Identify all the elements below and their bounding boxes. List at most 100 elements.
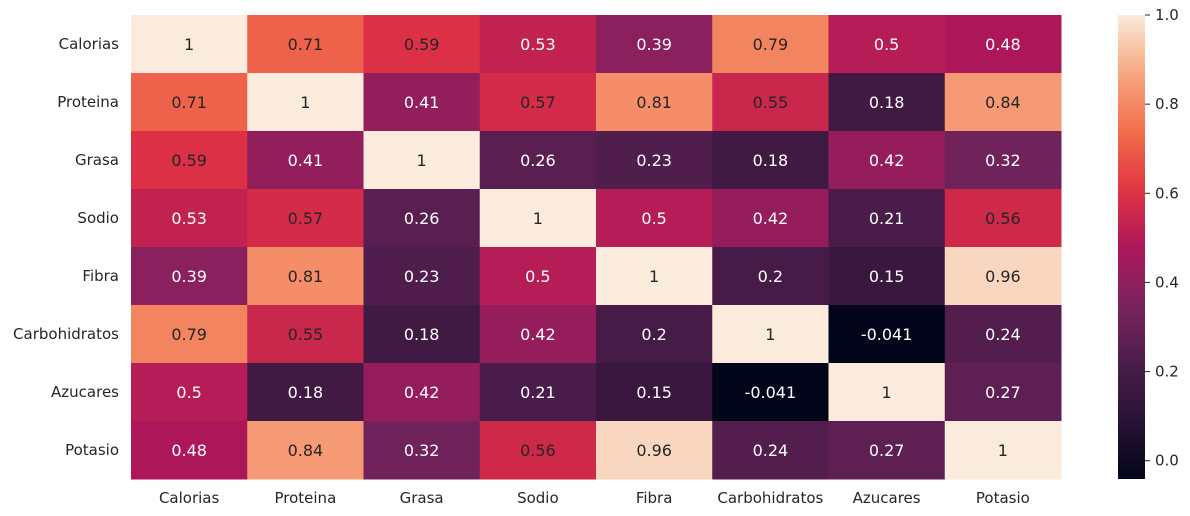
heatmap-value-label: 1 — [184, 35, 194, 54]
heatmap-cell — [712, 363, 829, 422]
x-tick-label: Sodio — [517, 489, 559, 507]
heatmap-value-label: 0.23 — [404, 267, 440, 286]
heatmap-value-label: 0.96 — [985, 267, 1021, 286]
x-tick-label: Calorias — [159, 489, 220, 507]
heatmap-cell — [712, 189, 829, 248]
x-tick-label: Azucares — [853, 489, 921, 507]
heatmap-cell — [363, 363, 481, 422]
heatmap-cell — [363, 189, 481, 248]
heatmap-cell — [131, 15, 248, 74]
heatmap-cell — [712, 15, 829, 74]
heatmap-cell — [596, 363, 713, 422]
y-tick-label: Grasa — [75, 151, 119, 169]
heatmap-cell — [131, 421, 248, 480]
heatmap-value-label: 0.53 — [520, 35, 556, 54]
heatmap-value-label: 1 — [765, 325, 775, 344]
heatmap-value-label: 0.5 — [874, 35, 899, 54]
heatmap-cell — [479, 131, 597, 190]
heatmap-cell — [712, 73, 829, 132]
heatmap-value-label: 0.2 — [641, 325, 666, 344]
y-tick-label: Azucares — [51, 383, 119, 401]
heatmap-cell — [828, 189, 946, 248]
heatmap-cell — [479, 189, 597, 248]
heatmap-value-label: 1 — [882, 383, 892, 402]
heatmap-cell — [596, 73, 713, 132]
heatmap-cell — [828, 131, 946, 190]
heatmap-value-label: 0.42 — [753, 209, 789, 228]
heatmap-cell — [247, 363, 364, 422]
heatmap-cell — [944, 131, 1062, 190]
colorbar-tick-label: 0.4 — [1155, 273, 1179, 291]
heatmap-value-label: 0.32 — [985, 151, 1021, 170]
y-tick-label: Calorias — [59, 35, 120, 53]
heatmap-value-label: 0.42 — [404, 383, 440, 402]
colorbar-tick-label: 0.6 — [1155, 184, 1179, 202]
heatmap-cell — [131, 305, 248, 364]
y-tick-label: Carbohidratos — [13, 325, 119, 343]
heatmap-value-label: 0.2 — [758, 267, 783, 286]
heatmap-cell — [712, 131, 829, 190]
heatmap-value-label: 0.48 — [985, 35, 1021, 54]
heatmap-value-label: 0.56 — [985, 209, 1021, 228]
heatmap-value-label: 0.81 — [288, 267, 324, 286]
heatmap-cell — [828, 15, 946, 74]
heatmap-value-label: 0.56 — [520, 441, 556, 460]
heatmap-cell — [363, 73, 481, 132]
heatmap-cell — [247, 305, 364, 364]
heatmap-value-label: 0.53 — [171, 209, 207, 228]
heatmap-cell — [363, 421, 481, 480]
heatmap-value-label: 1 — [417, 151, 427, 170]
heatmap-value-label: 0.42 — [520, 325, 556, 344]
heatmap-cell — [247, 73, 364, 132]
heatmap-value-label: 0.96 — [636, 441, 672, 460]
heatmap-cell — [828, 247, 946, 306]
heatmap-value-label: 0.26 — [520, 151, 556, 170]
x-tick-label: Potasio — [976, 489, 1030, 507]
heatmap-cells — [131, 15, 1062, 480]
heatmap-cell — [479, 363, 597, 422]
heatmap-value-label: 0.55 — [753, 93, 789, 112]
heatmap-cell — [479, 421, 597, 480]
heatmap-value-label: 0.57 — [288, 209, 324, 228]
colorbar-tick-label: 0.2 — [1155, 363, 1179, 381]
heatmap-cell — [828, 305, 946, 364]
heatmap-value-label: 0.59 — [171, 151, 207, 170]
heatmap-value-label: 0.59 — [404, 35, 440, 54]
heatmap-cell — [131, 189, 248, 248]
heatmap-cell — [479, 247, 597, 306]
heatmap-value-labels: 1 0.71 0.59 0.53 0.39 0.79 0.5 0.48 0.71 1 0.41 0.5… — [171, 35, 1020, 460]
heatmap-value-label: 0.84 — [288, 441, 324, 460]
heatmap-value-label: 0.79 — [171, 325, 207, 344]
x-tick-label: Fibra — [636, 489, 673, 507]
heatmap-value-label: 0.57 — [520, 93, 556, 112]
heatmap-value-label: 0.39 — [636, 35, 672, 54]
heatmap-cell — [596, 131, 713, 190]
heatmap-cell — [247, 131, 364, 190]
heatmap-value-label: 0.26 — [404, 209, 440, 228]
heatmap-cell — [479, 73, 597, 132]
x-tick-label: Grasa — [400, 489, 444, 507]
heatmap-value-label: 0.18 — [288, 383, 324, 402]
heatmap-cell — [712, 421, 829, 480]
colorbar-ticks: 0.0 0.2 0.4 0.6 0.8 1.0 — [1145, 6, 1179, 470]
heatmap-value-label: -0.041 — [861, 325, 913, 344]
y-tick-label: Sodio — [77, 209, 119, 227]
heatmap-cell — [944, 305, 1062, 364]
heatmap-value-label: 0.81 — [636, 93, 672, 112]
heatmap-value-label: 0.21 — [520, 383, 556, 402]
heatmap-value-label: 1 — [300, 93, 310, 112]
heatmap-cell — [828, 73, 946, 132]
colorbar-gradient — [1118, 15, 1145, 479]
heatmap-value-label: 0.15 — [869, 267, 905, 286]
y-tick-label: Proteina — [57, 93, 119, 111]
y-axis-ticks: Calorias Proteina Grasa Sodio Fibra Carbohidr… — [13, 35, 119, 459]
heatmap-value-label: 0.55 — [288, 325, 324, 344]
heatmap-cell — [363, 131, 481, 190]
heatmap-cell — [712, 305, 829, 364]
x-tick-label: Carbohidratos — [717, 489, 823, 507]
y-tick-label: Fibra — [82, 267, 119, 285]
heatmap-cell — [131, 363, 248, 422]
heatmap-cell — [596, 189, 713, 248]
heatmap-cell — [479, 15, 597, 74]
